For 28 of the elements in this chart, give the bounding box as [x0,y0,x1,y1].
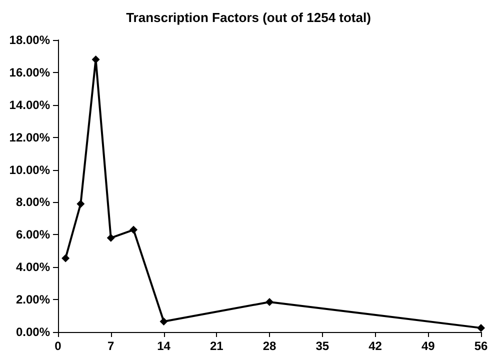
point [106,234,115,242]
x-tick-label: 35 [316,339,330,353]
point [477,324,485,332]
y-tick-label: 12.00% [9,130,50,144]
y-tick-label: 8.00% [16,195,50,210]
y-tick-label: 18.00% [9,33,50,47]
x-tick-label: 14 [157,339,171,353]
y-tick-label: 2.00% [16,292,50,307]
point [160,317,168,326]
x-tick-label: 0 [54,339,62,353]
x-tick-label: 56 [474,339,488,353]
point [62,254,70,262]
y-tick-label: 0.00% [16,325,50,339]
y-tick-label: 10.00% [9,162,50,177]
y-tick-label: 14.00% [9,98,50,112]
y-tick-label: 6.00% [16,228,50,242]
x-tick-label: 49 [421,339,436,353]
point [76,200,85,208]
x-tick-label: 21 [210,339,224,353]
point [130,226,138,234]
point [266,298,274,306]
x-tick-label: 42 [368,339,382,353]
x-tick-label: 28 [262,339,276,353]
y-tick-label: 4.00% [16,260,50,274]
chart-title: Transcription Factors (out of 1254 total) [126,10,371,25]
x-tick-label: 7 [108,339,115,353]
y-tick-label: 16.00% [9,65,50,80]
point [92,55,100,64]
